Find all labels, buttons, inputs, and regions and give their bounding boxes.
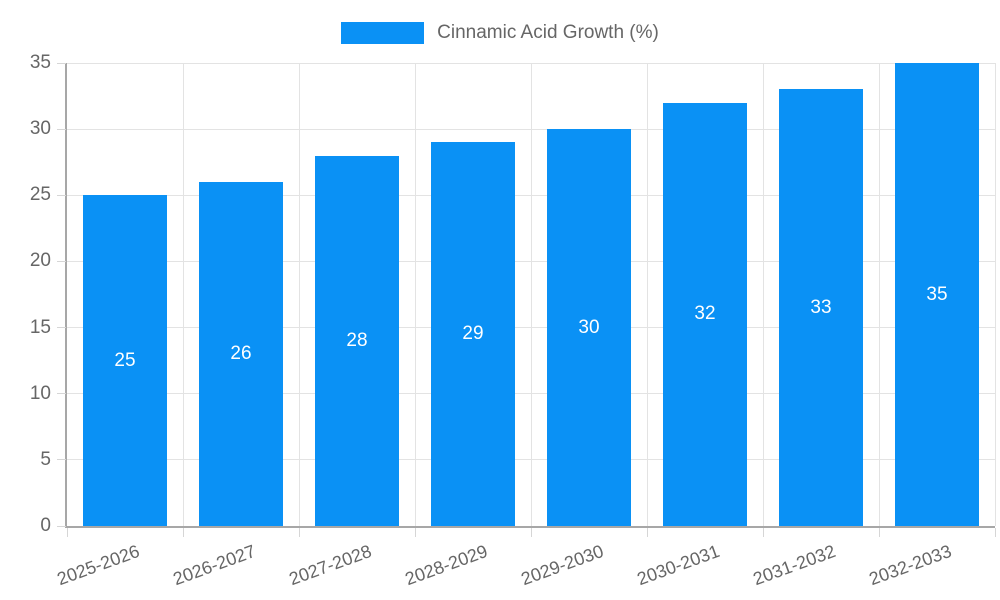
bar-value-label: 35 [926,283,948,305]
y-axis-line [65,63,67,528]
x-tick-mark [66,528,68,537]
y-tick-mark [57,194,66,196]
legend-item[interactable]: Cinnamic Acid Growth (%) [341,21,659,44]
bar[interactable] [315,155,399,526]
y-tick-label: 35 [29,52,51,73]
legend-swatch [341,21,425,44]
bar-value-label: 33 [810,296,832,318]
bar-value-label: 32 [694,303,716,325]
x-tick-mark [182,528,184,537]
x-tick-mark [762,528,764,537]
x-tick-mark [646,528,648,537]
y-tick-mark [57,62,66,64]
v-gridline [414,63,416,526]
x-tick-mark [414,528,416,537]
legend: Cinnamic Acid Growth (%) [0,21,1000,44]
x-tick-mark [298,528,300,537]
v-gridline [994,63,996,526]
v-gridline [530,63,532,526]
y-tick-label: 25 [29,184,51,206]
bar-value-label: 26 [230,343,252,365]
bar[interactable] [431,142,515,526]
bar-value-label: 28 [346,329,368,351]
v-gridline [182,63,184,526]
y-tick-label: 0 [40,515,51,536]
y-tick-mark [57,393,66,395]
y-tick-mark [57,260,66,262]
bar[interactable] [663,102,747,526]
y-tick-mark [57,525,66,527]
bar-value-label: 25 [114,349,136,371]
bar[interactable] [779,89,863,526]
bar[interactable] [83,195,167,526]
bar[interactable] [199,182,283,526]
y-tick-mark [57,459,66,461]
v-gridline [646,63,648,526]
x-tick-mark [878,528,880,537]
x-axis-line [65,526,995,528]
bar-value-label: 30 [578,316,600,338]
v-gridline [878,63,880,526]
bar[interactable] [547,129,631,526]
y-tick-mark [57,327,66,329]
v-gridline [762,63,764,526]
bar-value-label: 29 [462,323,484,345]
y-tick-label: 5 [40,448,51,470]
x-tick-mark [530,528,532,537]
y-tick-label: 30 [29,118,51,140]
y-tick-mark [57,128,66,130]
x-tick-mark [994,528,996,537]
y-tick-label: 20 [29,250,51,272]
y-tick-label: 15 [29,316,51,338]
legend-label: Cinnamic Acid Growth (%) [437,22,659,43]
y-tick-label: 10 [29,382,51,404]
bar[interactable] [895,63,979,526]
v-gridline [298,63,300,526]
